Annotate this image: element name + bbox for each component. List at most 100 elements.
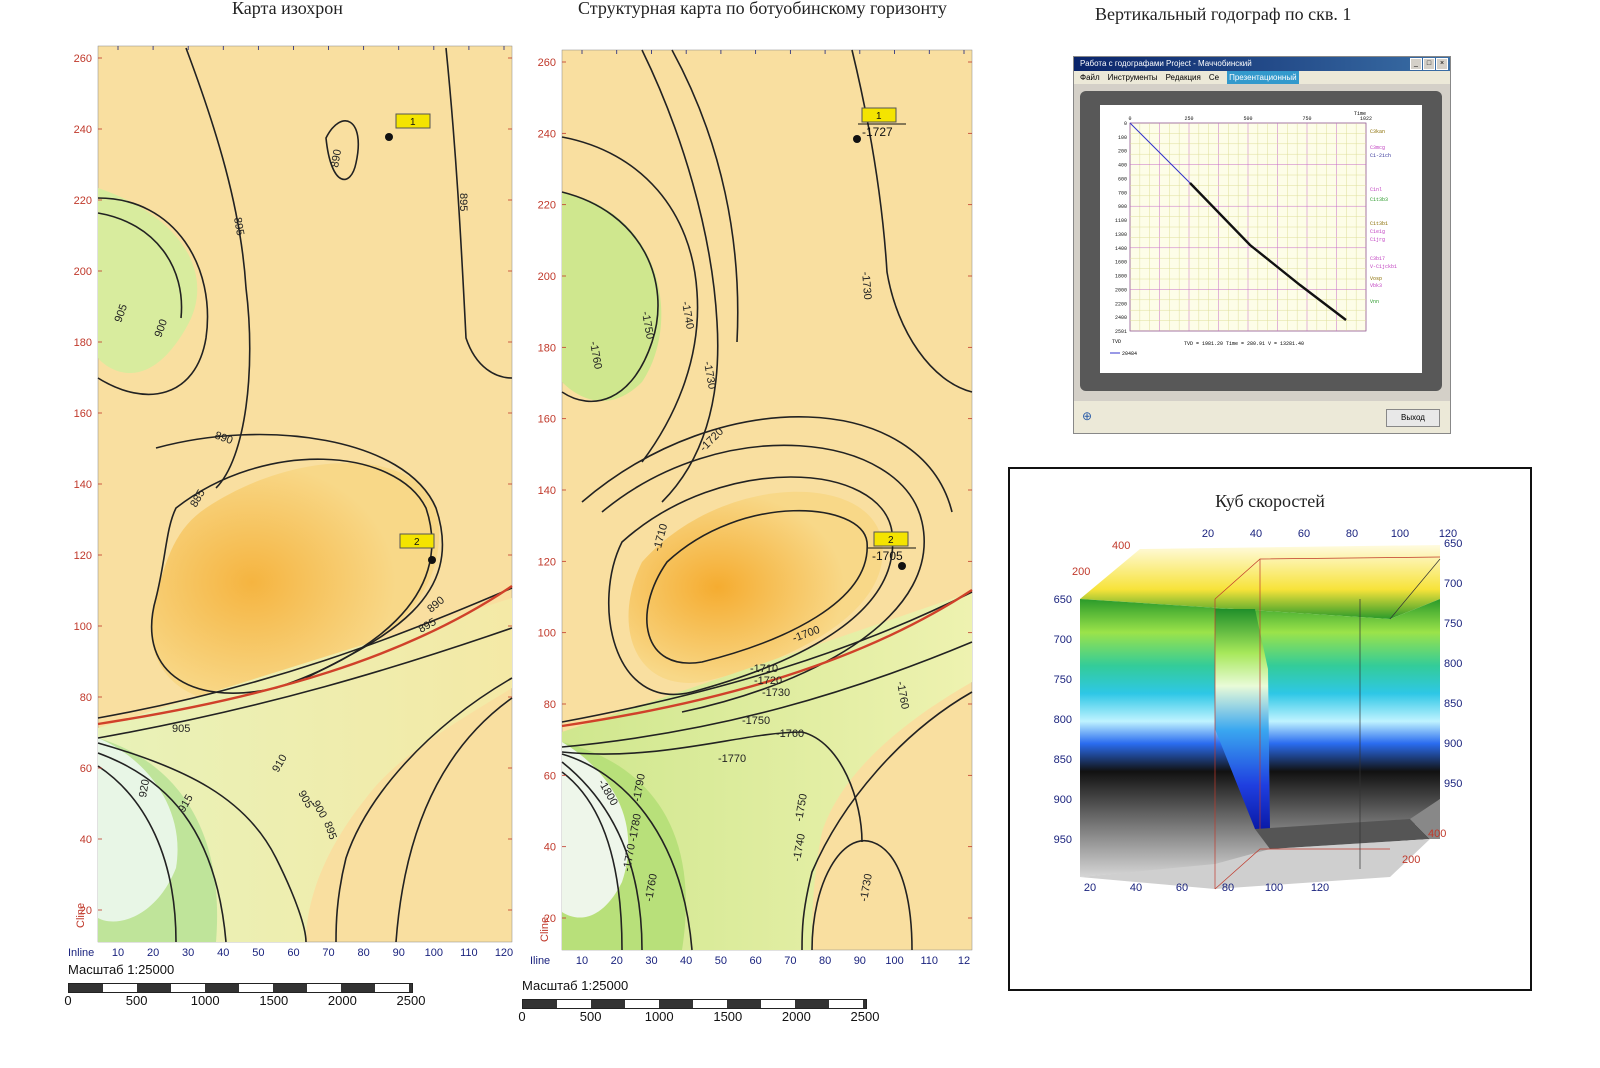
x-tick-label: 110 [460,947,478,959]
y-axis-name: Cline [75,903,87,928]
cube-bottom-tick: 100 [1265,882,1283,894]
y-tick-label: 180 [74,337,92,349]
scale-label: 1500 [259,993,289,1008]
depth-tick: 200 [1072,566,1090,578]
contour-label: -1770 [718,753,746,765]
cube-top-tick: 20 [1202,528,1214,540]
y-tick-label: 200 [1118,149,1127,155]
menu-edit[interactable]: Редакция [1165,73,1201,82]
window-titlebar: Работа с годографами Project - Маччобинс… [1074,57,1450,71]
y-tick-label: 80 [544,699,556,711]
y-tick-label: 700 [1118,190,1127,196]
menu-tools[interactable]: Инструменты [1107,73,1158,82]
cube-bottom-tick: 60 [1176,882,1188,894]
horizon-label: C3b17 [1370,256,1385,262]
x-tick-label: 50 [252,947,264,959]
y-tick-label: 80 [80,692,92,704]
cube-top-tick: 120 [1439,528,1457,540]
contour-label: -1750 [639,310,656,340]
cube-right-tick: 850 [1444,698,1462,710]
tvd-axis-label: TVD [1112,339,1121,345]
contour-label: -1740 [679,300,696,330]
exit-button[interactable]: Выход [1386,409,1440,427]
contour-label: 890 [329,148,344,168]
contour-label: 905 [172,723,190,735]
y-tick-label: 260 [74,53,92,65]
cube-top-tick: 100 [1391,528,1409,540]
x-tick-label: 750 [1302,116,1311,122]
close-button[interactable]: × [1436,58,1448,70]
legend-label: 20484 [1122,351,1137,357]
plot-frame: 0 250 500 750 1022 0 100 200 400 600 700 900 1100 13… [1080,91,1442,391]
x-tick-label: 12 [958,955,970,967]
scale-label: 2500 [850,1009,880,1024]
x-tick-label: 120 [495,947,513,959]
hodograph-plot: 0 250 500 750 1022 0 100 200 400 600 700 900 1100 13… [1110,111,1397,357]
maximize-button[interactable]: □ [1423,58,1435,70]
scale-label: 2500 [396,993,426,1008]
cube-right-tick: 950 [1444,778,1462,790]
contour-label: -1750 [793,793,810,823]
menu-presentation[interactable]: Презентационный [1227,71,1299,84]
contour-label: -1760 [776,728,804,740]
contour-label: -1730 [858,873,875,903]
x-tick-label: 40 [217,947,229,959]
contour-label: -1770 [621,843,638,873]
y-tick-label: 120 [74,550,92,562]
scale-label: 2000 [781,1009,811,1024]
x-tick-label: 40 [680,955,692,967]
contour-label: -1730 [701,360,718,390]
x-tick-label: 30 [645,955,657,967]
x-tick-label: 60 [750,955,762,967]
depth-tick: 400 [1428,828,1446,840]
structural-map: -1760 -1750 -1740 -1730 -1720 -1710 -173… [522,42,992,982]
scale-label: 1000 [644,1009,674,1024]
x-axis-name: Inline [68,947,94,959]
menu-service[interactable]: Се [1208,73,1220,82]
cube-right-tick: 650 [1444,538,1462,550]
x-tick-label: 90 [393,947,405,959]
cube-bottom-tick: 80 [1222,882,1234,894]
y-tick-label: 2200 [1115,301,1127,307]
velocity-cube-svg: 20 40 60 80 100 120 650 700 750 800 850 900 950 650… [1054,528,1463,894]
isochron-map-title: Карта изохрон [232,0,343,18]
contour-label: 890 [213,430,234,448]
y-tick-label: 40 [544,842,556,854]
contour-label: -1750 [742,715,770,727]
well-1[interactable]: 1 -1727 [853,107,906,143]
contour-label: -1730 [859,271,873,300]
x-tick-label: 60 [287,947,299,959]
well-2[interactable]: 2 [399,533,436,564]
scale-label: 0 [64,993,72,1008]
menu-file[interactable]: Файл [1080,73,1100,82]
x-tick-label: 1022 [1360,116,1372,122]
well-1[interactable]: 1 [385,113,431,141]
y-tick-label: 2501 [1115,329,1127,335]
scale-label: 2000 [327,993,357,1008]
scale-title: Масштаб 1:25000 [68,962,175,977]
y-tick-label: 220 [74,195,92,207]
velocity-cube-panel: Куб скоростей [1008,467,1532,991]
contour-label: -1710 [750,663,778,675]
cube-title: Куб скоростей [1215,491,1325,511]
y-tick-labels: 260 240 220 200 180 160 140 120 100 80 60 40 20 [74,53,512,917]
x-tick-label: 0 [1128,116,1131,122]
x-tick-label: 110 [920,955,938,967]
contour-label: -1760 [894,680,911,710]
hodograph-window: Работа с годографами Project - Маччобинс… [1073,56,1451,434]
x-tick-label: 10 [576,955,588,967]
contour-label: 905 [113,303,131,324]
y-tick-label: 20 [80,905,92,917]
scale-bar [68,983,413,993]
x-tick-label: 80 [819,955,831,967]
contour-label: -1790 [631,773,648,803]
well-label: 2 [888,535,894,546]
contour-label: 920 [137,778,152,798]
y-tick-label: 260 [538,57,556,69]
structural-map-title: Структурная карта по ботуобинскому гориз… [578,0,947,18]
well-2[interactable]: 2 -1705 [868,531,916,570]
y-tick-label: 1100 [1115,218,1127,224]
zoom-icon[interactable]: ⊕ [1082,409,1093,423]
minimize-button[interactable]: _ [1410,58,1422,70]
y-tick-label: 140 [74,479,92,491]
